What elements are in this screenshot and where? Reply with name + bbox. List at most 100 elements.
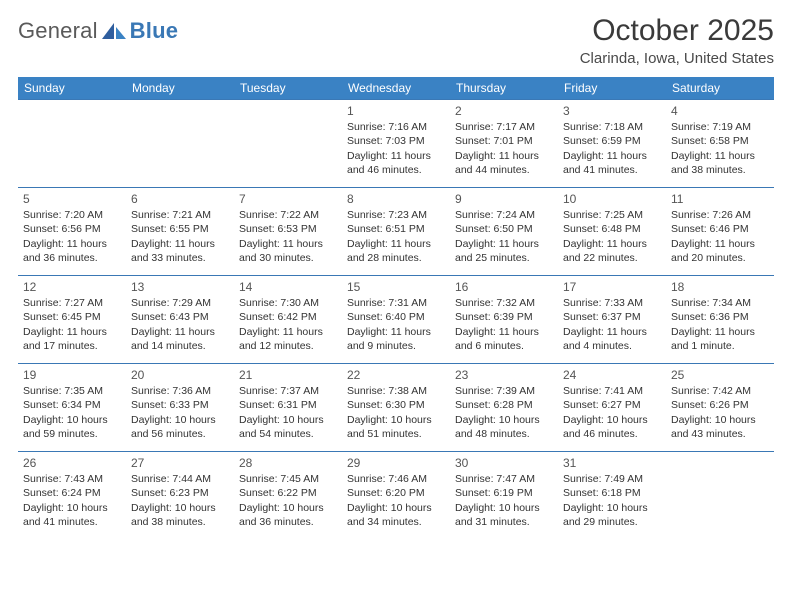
sunrise-text: Sunrise: 7:23 AM <box>347 208 445 222</box>
sunset-text: Sunset: 6:27 PM <box>563 398 661 412</box>
sunset-text: Sunset: 6:28 PM <box>455 398 553 412</box>
sunset-text: Sunset: 6:36 PM <box>671 310 769 324</box>
day-number: 24 <box>563 367 661 383</box>
daylight-text: Daylight: 11 hours and 41 minutes. <box>563 149 661 177</box>
daylight-text: Daylight: 11 hours and 14 minutes. <box>131 325 229 353</box>
day-number: 28 <box>239 455 337 471</box>
sunset-text: Sunset: 6:48 PM <box>563 222 661 236</box>
calendar-day-cell: 28Sunrise: 7:45 AMSunset: 6:22 PMDayligh… <box>234 452 342 540</box>
header: General Blue October 2025 Clarinda, Iowa… <box>18 14 774 67</box>
sunset-text: Sunset: 6:39 PM <box>455 310 553 324</box>
sunset-text: Sunset: 7:01 PM <box>455 134 553 148</box>
calendar-day-cell <box>18 100 126 188</box>
sunset-text: Sunset: 6:56 PM <box>23 222 121 236</box>
day-number: 11 <box>671 191 769 207</box>
day-number: 16 <box>455 279 553 295</box>
sunrise-text: Sunrise: 7:26 AM <box>671 208 769 222</box>
sunset-text: Sunset: 6:33 PM <box>131 398 229 412</box>
sunset-text: Sunset: 6:18 PM <box>563 486 661 500</box>
sunset-text: Sunset: 6:46 PM <box>671 222 769 236</box>
day-header: Thursday <box>450 77 558 100</box>
calendar-day-cell: 13Sunrise: 7:29 AMSunset: 6:43 PMDayligh… <box>126 276 234 364</box>
day-number: 12 <box>23 279 121 295</box>
daylight-text: Daylight: 10 hours and 46 minutes. <box>563 413 661 441</box>
calendar-week-row: 5Sunrise: 7:20 AMSunset: 6:56 PM Daylight… <box>18 188 774 276</box>
daylight-text: Daylight: 11 hours and 1 minute. <box>671 325 769 353</box>
day-header: Saturday <box>666 77 774 100</box>
day-number: 18 <box>671 279 769 295</box>
logo-sail-icon <box>100 21 128 41</box>
calendar-day-cell <box>126 100 234 188</box>
sunset-text: Sunset: 6:53 PM <box>239 222 337 236</box>
calendar-day-cell <box>666 452 774 540</box>
sunrise-text: Sunrise: 7:20 AM <box>23 208 121 222</box>
daylight-text: Daylight: 11 hours and 33 minutes. <box>131 237 229 265</box>
location: Clarinda, Iowa, United States <box>580 50 774 67</box>
sunrise-text: Sunrise: 7:31 AM <box>347 296 445 310</box>
sunrise-text: Sunrise: 7:21 AM <box>131 208 229 222</box>
daylight-text: Daylight: 11 hours and 30 minutes. <box>239 237 337 265</box>
sunrise-text: Sunrise: 7:41 AM <box>563 384 661 398</box>
sunset-text: Sunset: 6:37 PM <box>563 310 661 324</box>
sunrise-text: Sunrise: 7:29 AM <box>131 296 229 310</box>
sunset-text: Sunset: 6:42 PM <box>239 310 337 324</box>
sunrise-text: Sunrise: 7:44 AM <box>131 472 229 486</box>
sunset-text: Sunset: 6:43 PM <box>131 310 229 324</box>
day-number: 5 <box>23 191 121 207</box>
day-number: 9 <box>455 191 553 207</box>
calendar-week-row: 26Sunrise: 7:43 AMSunset: 6:24 PMDayligh… <box>18 452 774 540</box>
sunset-text: Sunset: 6:59 PM <box>563 134 661 148</box>
day-number: 20 <box>131 367 229 383</box>
sunset-text: Sunset: 6:45 PM <box>23 310 121 324</box>
daylight-text: Daylight: 10 hours and 59 minutes. <box>23 413 121 441</box>
day-number: 6 <box>131 191 229 207</box>
calendar-week-row: 12Sunrise: 7:27 AMSunset: 6:45 PMDayligh… <box>18 276 774 364</box>
daylight-text: Daylight: 10 hours and 38 minutes. <box>131 501 229 529</box>
daylight-text: Daylight: 11 hours and 22 minutes. <box>563 237 661 265</box>
day-number: 4 <box>671 103 769 119</box>
day-number: 29 <box>347 455 445 471</box>
sunset-text: Sunset: 6:24 PM <box>23 486 121 500</box>
daylight-text: Daylight: 10 hours and 54 minutes. <box>239 413 337 441</box>
day-number: 25 <box>671 367 769 383</box>
sunrise-text: Sunrise: 7:35 AM <box>23 384 121 398</box>
sunrise-text: Sunrise: 7:16 AM <box>347 120 445 134</box>
day-number: 27 <box>131 455 229 471</box>
day-number: 13 <box>131 279 229 295</box>
sunset-text: Sunset: 6:55 PM <box>131 222 229 236</box>
daylight-text: Daylight: 10 hours and 56 minutes. <box>131 413 229 441</box>
sunset-text: Sunset: 6:51 PM <box>347 222 445 236</box>
calendar-day-cell: 20Sunrise: 7:36 AMSunset: 6:33 PMDayligh… <box>126 364 234 452</box>
sunrise-text: Sunrise: 7:19 AM <box>671 120 769 134</box>
sunrise-text: Sunrise: 7:43 AM <box>23 472 121 486</box>
sunrise-text: Sunrise: 7:22 AM <box>239 208 337 222</box>
calendar-day-cell: 3Sunrise: 7:18 AMSunset: 6:59 PMDaylight… <box>558 100 666 188</box>
calendar-day-cell: 4Sunrise: 7:19 AMSunset: 6:58 PMDaylight… <box>666 100 774 188</box>
sunrise-text: Sunrise: 7:32 AM <box>455 296 553 310</box>
daylight-text: Daylight: 11 hours and 38 minutes. <box>671 149 769 177</box>
calendar-day-cell: 5Sunrise: 7:20 AMSunset: 6:56 PMDaylight… <box>18 188 126 276</box>
daylight-text: Daylight: 10 hours and 41 minutes. <box>23 501 121 529</box>
day-number: 22 <box>347 367 445 383</box>
calendar-day-cell: 9Sunrise: 7:24 AMSunset: 6:50 PMDaylight… <box>450 188 558 276</box>
logo: General Blue <box>18 14 178 44</box>
calendar-day-cell: 25Sunrise: 7:42 AMSunset: 6:26 PMDayligh… <box>666 364 774 452</box>
daylight-text: Daylight: 11 hours and 25 minutes. <box>455 237 553 265</box>
calendar-day-cell: 8Sunrise: 7:23 AMSunset: 6:51 PMDaylight… <box>342 188 450 276</box>
sunset-text: Sunset: 6:23 PM <box>131 486 229 500</box>
sunrise-text: Sunrise: 7:34 AM <box>671 296 769 310</box>
day-header: Wednesday <box>342 77 450 100</box>
sunrise-text: Sunrise: 7:42 AM <box>671 384 769 398</box>
daylight-text: Daylight: 10 hours and 36 minutes. <box>239 501 337 529</box>
calendar-week-row: 19Sunrise: 7:35 AMSunset: 6:34 PMDayligh… <box>18 364 774 452</box>
sunset-text: Sunset: 6:30 PM <box>347 398 445 412</box>
day-header: Tuesday <box>234 77 342 100</box>
sunset-text: Sunset: 6:26 PM <box>671 398 769 412</box>
day-number: 17 <box>563 279 661 295</box>
daylight-text: Daylight: 11 hours and 46 minutes. <box>347 149 445 177</box>
calendar-day-cell: 16Sunrise: 7:32 AMSunset: 6:39 PMDayligh… <box>450 276 558 364</box>
daylight-text: Daylight: 10 hours and 34 minutes. <box>347 501 445 529</box>
calendar-day-cell: 29Sunrise: 7:46 AMSunset: 6:20 PMDayligh… <box>342 452 450 540</box>
calendar-day-cell: 15Sunrise: 7:31 AMSunset: 6:40 PMDayligh… <box>342 276 450 364</box>
calendar-day-cell: 1Sunrise: 7:16 AMSunset: 7:03 PMDaylight… <box>342 100 450 188</box>
